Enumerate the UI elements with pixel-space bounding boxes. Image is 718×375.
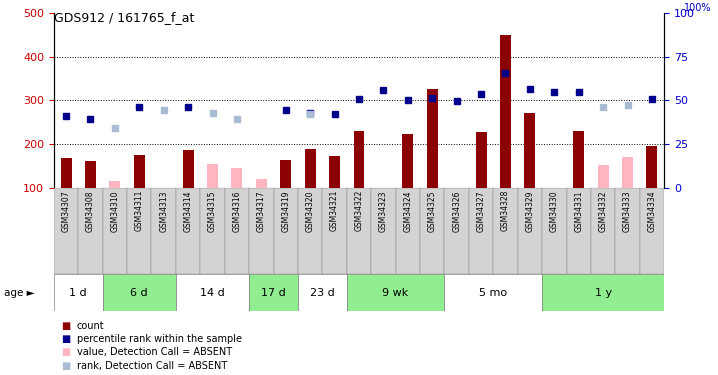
Text: 1 d: 1 d	[70, 288, 87, 297]
Bar	[200, 188, 225, 274]
Bar	[249, 188, 274, 274]
Bar	[444, 188, 469, 274]
Text: count: count	[77, 321, 104, 331]
Bar	[567, 188, 591, 274]
Text: GSM34321: GSM34321	[330, 190, 339, 231]
Bar	[176, 188, 200, 274]
Text: GSM34308: GSM34308	[86, 190, 95, 232]
Text: GSM34334: GSM34334	[648, 190, 656, 232]
Bar	[475, 132, 487, 188]
Bar	[176, 274, 249, 311]
Text: 5 mo: 5 mo	[479, 288, 508, 297]
Text: percentile rank within the sample: percentile rank within the sample	[77, 334, 242, 344]
Bar	[151, 188, 176, 274]
Text: 9 wk: 9 wk	[383, 288, 409, 297]
Bar	[103, 274, 176, 311]
Text: 23 d: 23 d	[310, 288, 335, 297]
Text: GSM34323: GSM34323	[379, 190, 388, 232]
Bar	[207, 164, 218, 188]
Bar	[298, 188, 322, 274]
Text: GSM34324: GSM34324	[404, 190, 412, 232]
Text: age ►: age ►	[4, 288, 34, 297]
Bar	[402, 134, 414, 188]
Text: GSM34329: GSM34329	[526, 190, 534, 232]
Bar	[426, 89, 438, 188]
Text: GSM34328: GSM34328	[501, 190, 510, 231]
Text: GSM34310: GSM34310	[111, 190, 119, 232]
Bar	[371, 188, 396, 274]
Bar	[597, 165, 609, 188]
Bar	[640, 188, 664, 274]
Text: 6 d: 6 d	[131, 288, 148, 297]
Text: 1 y: 1 y	[595, 288, 612, 297]
Text: GSM34307: GSM34307	[62, 190, 70, 232]
Y-axis label: 100%: 100%	[684, 3, 712, 13]
Bar	[231, 168, 243, 188]
Text: ■: ■	[61, 334, 70, 344]
Text: GSM34314: GSM34314	[184, 190, 192, 232]
Bar	[304, 149, 316, 188]
Bar	[134, 155, 145, 188]
Bar	[622, 157, 633, 188]
Text: GSM34315: GSM34315	[208, 190, 217, 232]
Bar	[493, 188, 518, 274]
Bar	[573, 131, 584, 188]
Text: ■: ■	[61, 321, 70, 331]
Text: GDS912 / 161765_f_at: GDS912 / 161765_f_at	[54, 11, 195, 24]
Bar	[518, 188, 542, 274]
Bar	[109, 181, 121, 188]
Bar	[542, 274, 664, 311]
Text: GSM34316: GSM34316	[233, 190, 241, 232]
Bar	[54, 188, 78, 274]
Bar	[524, 113, 536, 188]
Bar	[78, 188, 103, 274]
Text: 14 d: 14 d	[200, 288, 225, 297]
Text: GSM34332: GSM34332	[599, 190, 607, 232]
Text: GSM34330: GSM34330	[550, 190, 559, 232]
Text: GSM34327: GSM34327	[477, 190, 485, 232]
Bar	[500, 35, 511, 188]
Text: GSM34313: GSM34313	[159, 190, 168, 232]
Bar	[225, 188, 249, 274]
Text: ■: ■	[61, 361, 70, 370]
Bar	[469, 188, 493, 274]
Bar	[103, 188, 127, 274]
Bar	[542, 188, 567, 274]
Bar	[85, 161, 96, 188]
Bar	[444, 274, 542, 311]
Bar	[256, 179, 267, 188]
Bar	[329, 156, 340, 188]
Bar	[347, 188, 371, 274]
Text: ■: ■	[61, 348, 70, 357]
Text: GSM34333: GSM34333	[623, 190, 632, 232]
Bar	[615, 188, 640, 274]
Text: GSM34317: GSM34317	[257, 190, 266, 232]
Text: 17 d: 17 d	[261, 288, 286, 297]
Bar	[347, 274, 444, 311]
Text: value, Detection Call = ABSENT: value, Detection Call = ABSENT	[77, 348, 232, 357]
Bar	[396, 188, 420, 274]
Text: GSM34319: GSM34319	[281, 190, 290, 232]
Text: GSM34326: GSM34326	[452, 190, 461, 232]
Bar	[353, 131, 365, 188]
Bar	[646, 146, 658, 188]
Text: rank, Detection Call = ABSENT: rank, Detection Call = ABSENT	[77, 361, 227, 370]
Text: GSM34322: GSM34322	[355, 190, 363, 231]
Text: GSM34320: GSM34320	[306, 190, 314, 232]
Bar	[298, 274, 347, 311]
Bar	[274, 188, 298, 274]
Bar	[591, 188, 615, 274]
Bar	[182, 150, 194, 188]
Bar	[54, 274, 103, 311]
Bar	[322, 188, 347, 274]
Bar	[60, 158, 72, 188]
Bar	[249, 274, 298, 311]
Text: GSM34331: GSM34331	[574, 190, 583, 232]
Bar	[280, 160, 292, 188]
Text: GSM34325: GSM34325	[428, 190, 437, 232]
Bar	[127, 188, 151, 274]
Text: GSM34311: GSM34311	[135, 190, 144, 231]
Bar	[420, 188, 444, 274]
